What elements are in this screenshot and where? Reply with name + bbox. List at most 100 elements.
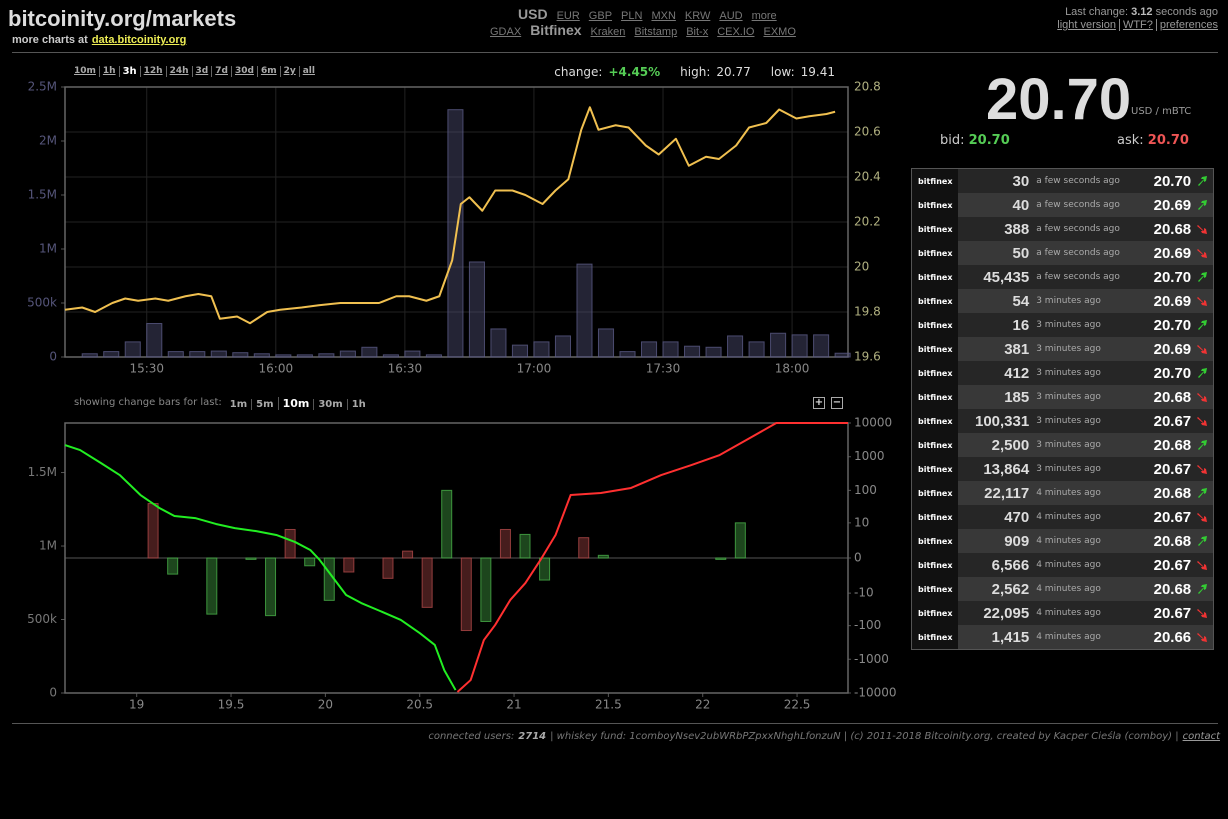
y2-tick-label: 19.8 [854,305,881,319]
arrow-shape [1197,609,1208,618]
trade-time: a few seconds ago [1036,224,1120,234]
contact-link[interactable]: contact [1182,731,1220,742]
status-value: 3.12 [1131,6,1153,18]
trade-row: bitfinex 22,117 4 minutes ago 20.68 [912,481,1213,505]
trade-amount: 2,562 [991,580,1030,598]
trade-exchange: bitfinex [912,337,958,361]
exchange-link[interactable]: Bitfinex [530,22,582,38]
timespan-link[interactable]: 1h [98,66,119,77]
trade-price: 20.66 [1153,628,1192,646]
zoom-controls: + − [813,397,843,409]
currency-link[interactable]: USD [518,6,548,22]
trade-row: bitfinex 45,435 a few seconds ago 20.70 [912,265,1213,289]
direction-arrow [1197,633,1208,642]
trade-row: bitfinex 470 4 minutes ago 20.67 [912,505,1213,529]
bar [167,557,179,575]
trade-time: a few seconds ago [1036,272,1120,282]
zoom-button[interactable]: − [831,397,843,409]
data-link[interactable]: data.bitcoinity.org [91,34,187,46]
timespan-link[interactable]: 2y [279,66,299,77]
timespan-link[interactable]: 3d [191,66,212,77]
subtitle: more charts at data.bitcoinity.org [12,34,186,46]
timespan-link[interactable]: 30d [230,66,257,77]
x-tick-label: 20 [318,698,333,712]
bar [597,328,615,358]
y-tick-label: 1.5M [28,465,57,479]
charts: 0 500k 1M 1.5M 2M 2.5M 19.6 19.8 20 20.2 20.4 20.6 2… [27,80,896,712]
trade-row: bitfinex 185 3 minutes ago 20.68 [912,385,1213,409]
trade-amount: 2,500 [991,436,1030,454]
bid-value: 20.70 [968,133,1010,148]
trade-row: bitfinex 412 3 minutes ago 20.70 [912,361,1213,385]
price-stats: change: +4.45% high: 20.77 low: 19.41 [554,65,835,79]
bar [103,351,120,358]
status-link[interactable]: light version [1057,19,1116,31]
bid-label: bid: [940,133,965,148]
trade-exchange: bitfinex [912,241,958,265]
bar [705,346,722,358]
status-link[interactable]: WTF? [1118,19,1153,31]
currency-link[interactable]: PLN [621,10,643,22]
bar [167,351,184,358]
exchange-link[interactable]: Kraken [590,26,626,38]
trade-exchange: bitfinex [912,529,958,553]
change-label: change: [554,65,603,79]
period-link[interactable]: 30m [313,399,347,410]
trade-price: 20.69 [1153,292,1192,310]
bar [533,341,550,358]
last-price: 20.70 [986,67,1132,132]
direction-arrow [1197,465,1208,474]
trade-direction [1191,391,1213,403]
exchange-link[interactable]: CEX.IO [717,26,755,38]
exchange-link[interactable]: Bit-x [686,26,709,38]
currency-link[interactable]: EUR [556,10,580,22]
trade-time: 3 minutes ago [1036,344,1101,354]
period-link[interactable]: 1h [346,399,370,410]
timespan-link[interactable]: 12h [139,66,166,77]
trade-time: 3 minutes ago [1036,464,1101,474]
period-link[interactable]: 10m [277,397,314,410]
arrow-shape [1198,200,1208,210]
currency-link[interactable]: GBP [588,10,613,22]
currency-list: USD EUR GBP PLN MXN KRW AUD more [518,6,777,22]
exchange-link[interactable]: GDAX [490,26,522,38]
site-title[interactable]: bitcoinity.org/markets [8,6,237,31]
currency-link[interactable]: more [751,10,777,22]
x-tick-label: 15:30 [129,362,164,376]
period-link[interactable]: 5m [251,399,278,410]
timespan-link[interactable]: 24h [165,66,192,77]
trade-price: 20.68 [1153,436,1192,454]
users-count: 2714 [518,731,547,742]
currency-link[interactable]: KRW [684,10,711,22]
exchange-link[interactable]: EXMO [763,26,796,38]
trade-direction [1191,319,1213,331]
currency-link[interactable]: AUD [719,10,743,22]
timespan-link[interactable]: 3h [118,66,140,77]
period-link[interactable]: 1m [229,399,248,410]
bar [748,341,765,358]
timespan-link[interactable]: 6m [256,66,280,77]
status-link[interactable]: preferences [1155,19,1218,31]
direction-arrow [1197,393,1208,402]
bar [519,533,531,559]
arrow-shape [1198,536,1208,546]
bar [640,341,658,358]
timespan-link[interactable]: all [298,66,318,77]
bar [539,557,551,581]
arrow-shape [1197,297,1208,306]
timespan-link[interactable]: 10m [74,66,96,76]
bar [460,557,472,632]
exchange-link[interactable]: Bitstamp [634,26,678,38]
currency-link[interactable]: MXN [651,10,676,22]
y2-tick-label: 0 [854,551,862,565]
subtitle-text: more charts at [12,34,88,46]
zoom-button[interactable]: + [813,397,825,409]
timespan-link[interactable]: 7d [211,66,231,77]
y2-tick-label: -10 [854,586,874,600]
bid: bid: 20.70 [940,133,1010,148]
change-bar-label: showing change bars for last: [74,397,222,408]
trade-time: 3 minutes ago [1036,392,1101,402]
trade-price: 20.69 [1153,244,1192,262]
direction-arrow [1197,297,1208,306]
